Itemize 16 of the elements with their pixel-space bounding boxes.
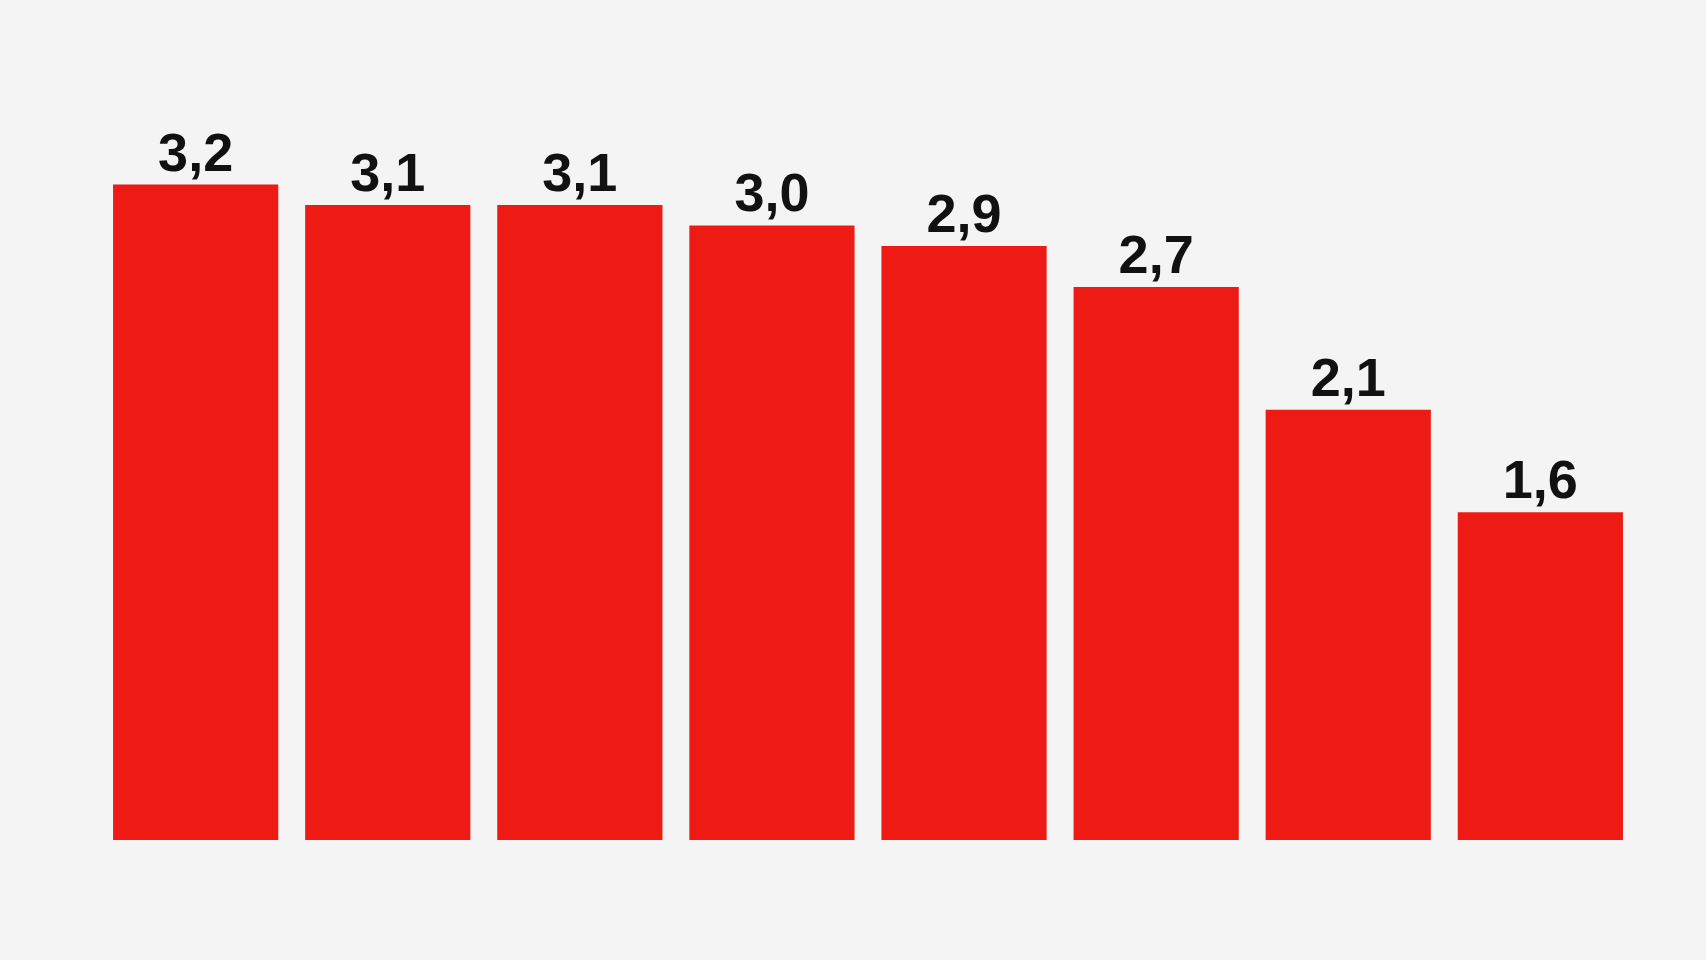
bar — [881, 245, 1047, 840]
bar — [1073, 286, 1239, 840]
data-label: 2,7 — [1118, 223, 1194, 284]
bar — [497, 204, 663, 840]
data-label: 3,0 — [734, 162, 810, 223]
bar — [113, 184, 279, 840]
bar — [1457, 512, 1623, 840]
data-label: 1,6 — [1502, 449, 1578, 510]
data-label: 2,9 — [926, 182, 1002, 243]
bar — [305, 204, 471, 840]
data-label: 3,1 — [542, 141, 618, 202]
data-label: 2,1 — [1310, 346, 1386, 407]
bar — [1265, 409, 1431, 840]
data-label: 3,2 — [158, 121, 234, 182]
bar — [689, 225, 855, 840]
data-label: 3,1 — [350, 141, 426, 202]
